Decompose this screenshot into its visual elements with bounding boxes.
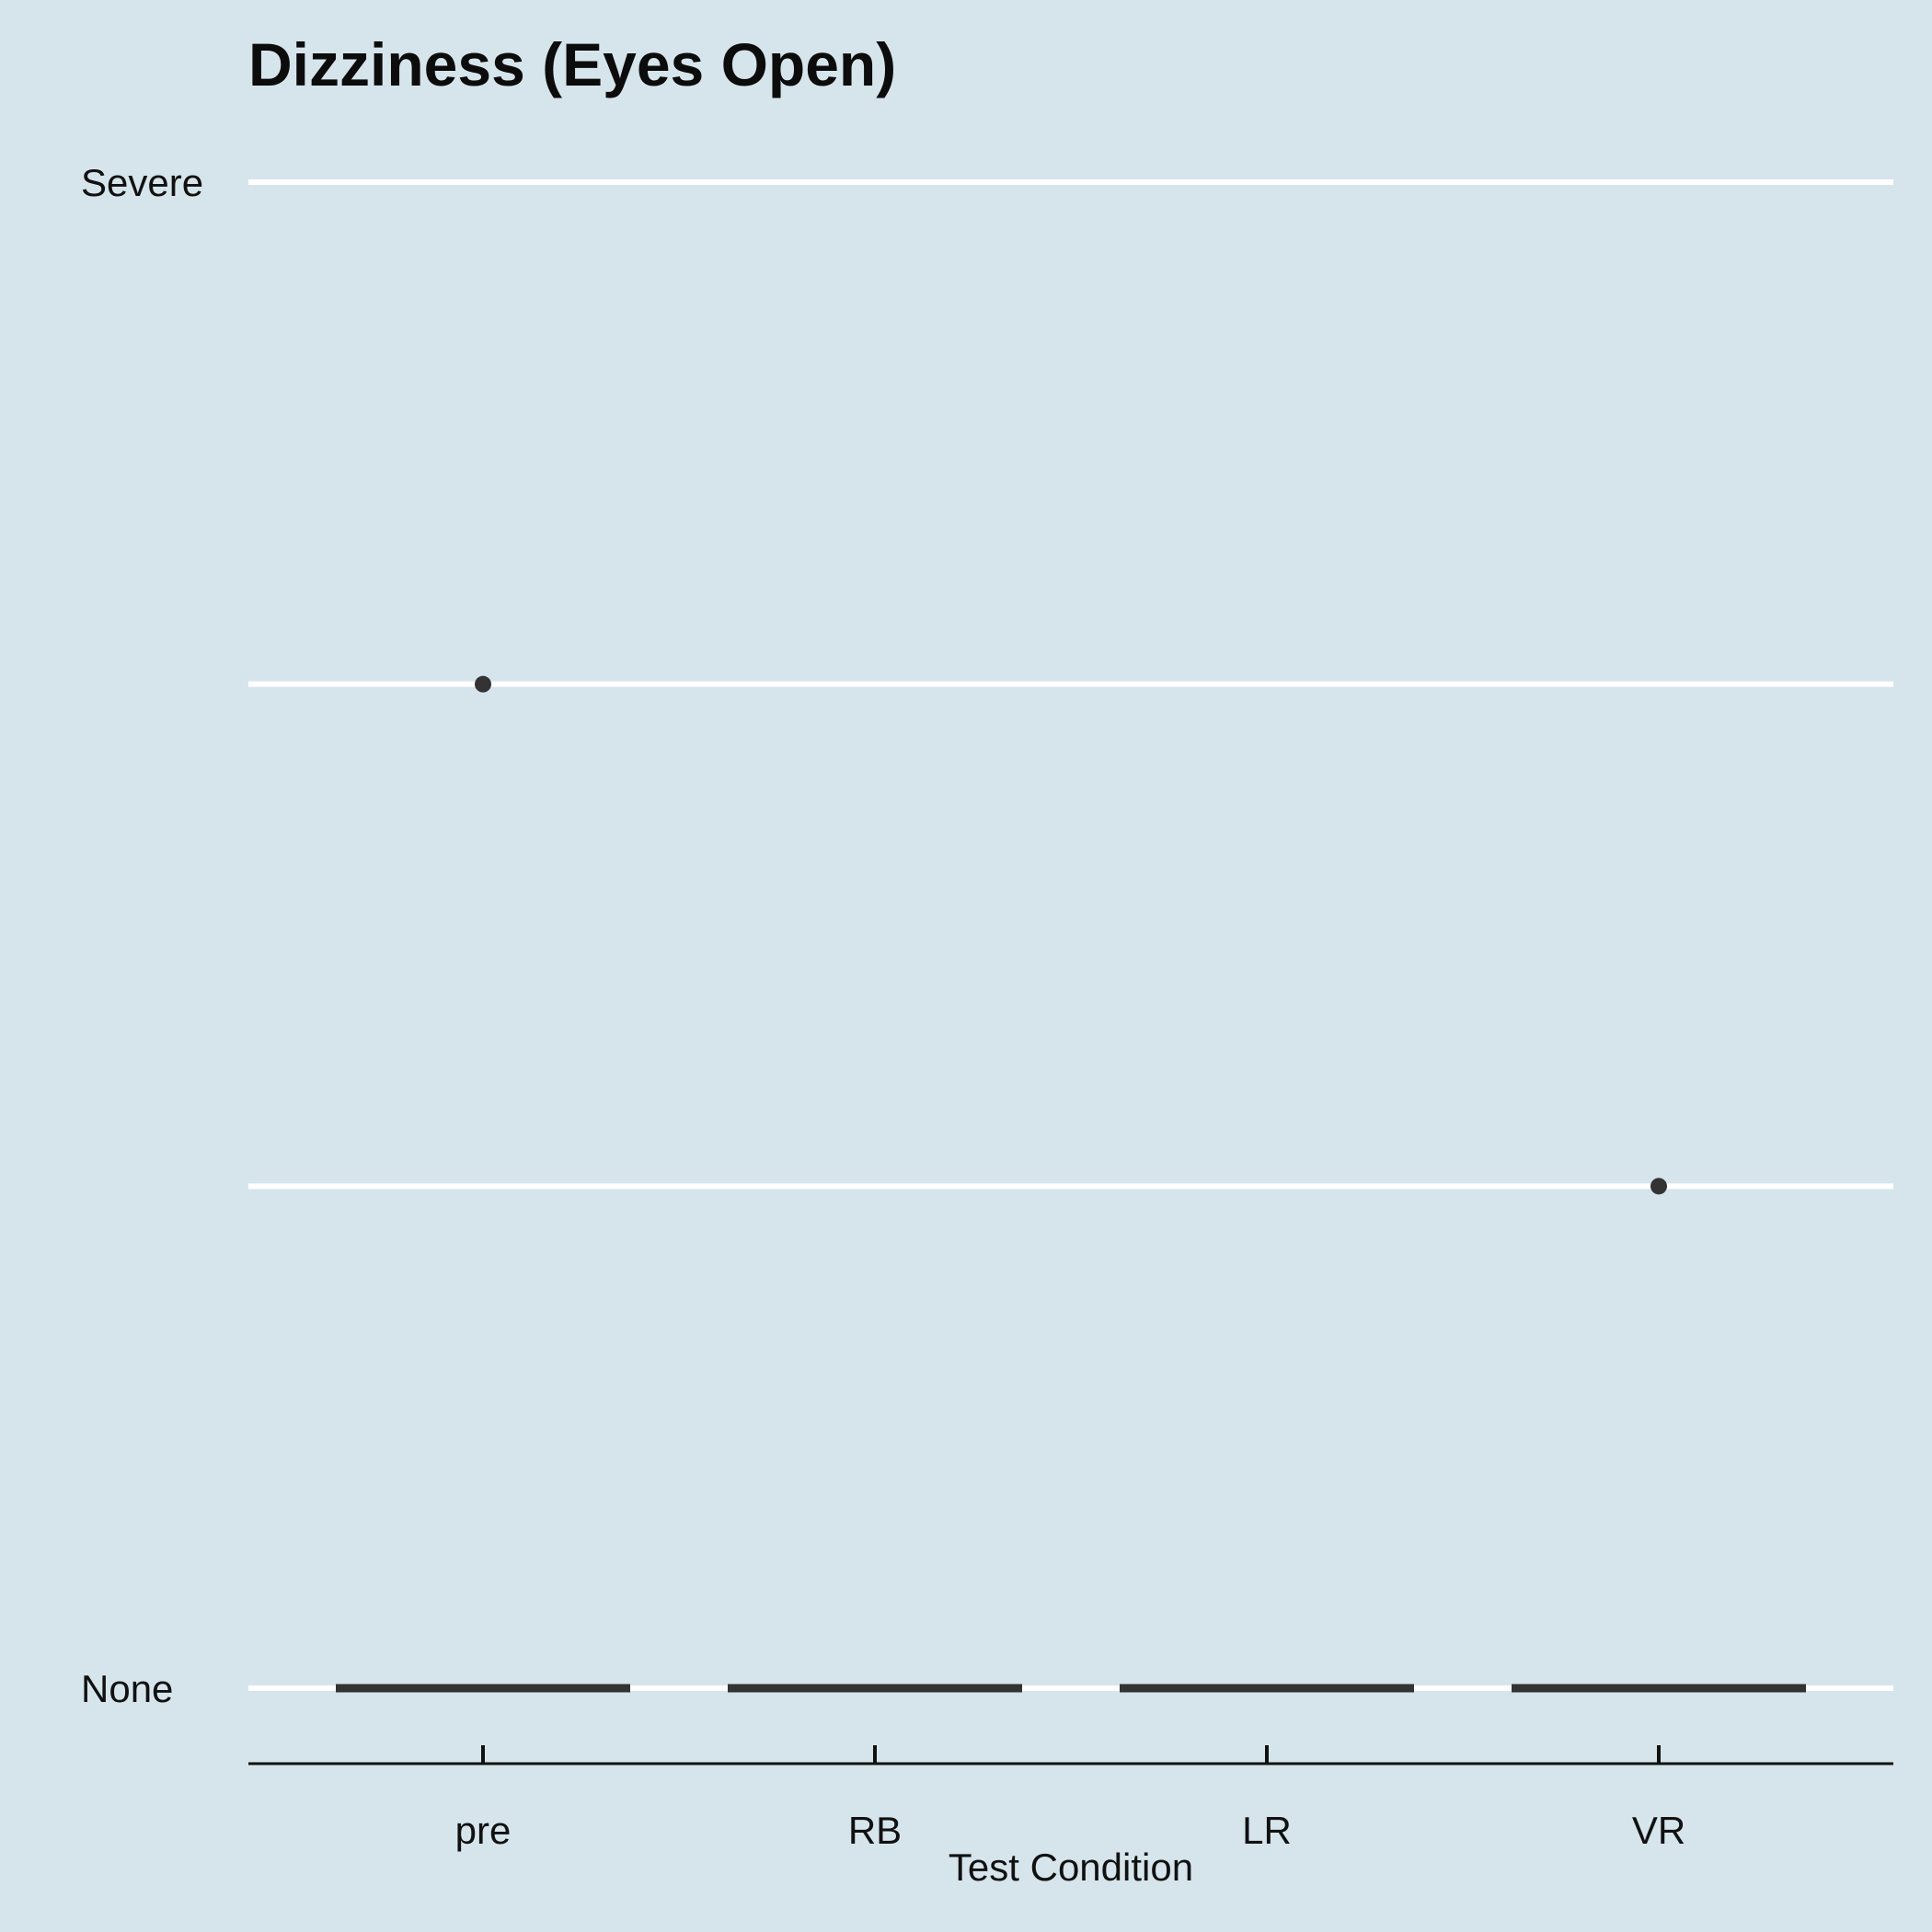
x-tick-label: RB <box>848 1809 902 1852</box>
x-tick-label: VR <box>1632 1809 1685 1852</box>
outlier-point <box>475 675 491 693</box>
y-tick-label: Severe <box>81 161 203 204</box>
x-axis-title: Test Condition <box>949 1846 1193 1889</box>
x-tick-label: pre <box>455 1809 512 1852</box>
x-axis-ticks: pre RB LR VR <box>455 1745 1685 1852</box>
outlier-point <box>1650 1178 1667 1195</box>
x-tick-label: LR <box>1242 1809 1292 1852</box>
boxplot-marks <box>336 675 1806 1693</box>
y-tick-label: None <box>81 1667 173 1710</box>
grid-lines <box>248 179 1893 1691</box>
chart-title: Dizziness (Eyes Open) <box>248 30 896 98</box>
y-axis-ticks: None Severe <box>81 161 203 1710</box>
